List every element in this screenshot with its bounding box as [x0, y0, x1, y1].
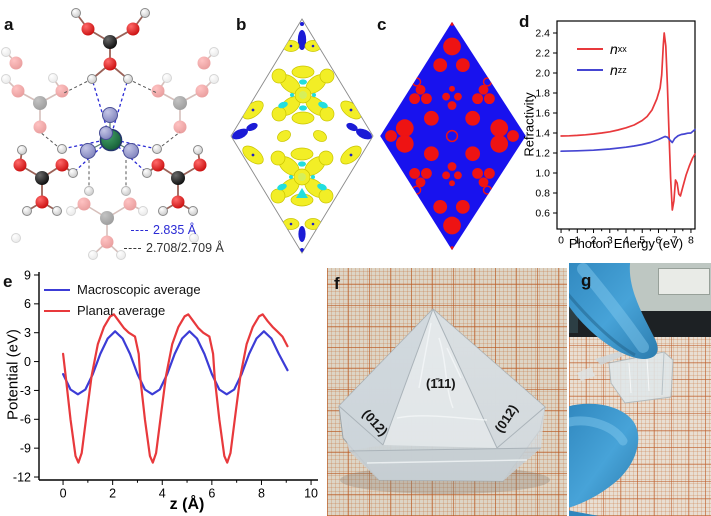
crystal-bottom-strip: [349, 448, 541, 481]
elf-mid-features: [385, 129, 519, 143]
crystal-highlights: [366, 322, 528, 464]
svg-text:6: 6: [208, 487, 215, 501]
charge-density-diamond: [230, 18, 374, 254]
svg-text:-9: -9: [20, 442, 31, 456]
glove-and-crystal-drawing: [569, 263, 674, 516]
e-x-axis-label: z (Å): [169, 496, 205, 513]
svg-text:0.6: 0.6: [535, 208, 550, 220]
d-legend: n xx n zz: [577, 38, 627, 80]
planar-line-sample: [44, 309, 70, 312]
svg-text:0.8: 0.8: [535, 188, 550, 200]
panel-c-elf-map: [376, 14, 530, 258]
svg-text:-6: -6: [20, 413, 31, 427]
face-label-111: (1̄11): [426, 376, 456, 391]
glove-palm-corner: [569, 510, 599, 516]
panel-letter-d: d: [519, 12, 530, 31]
blue-lobes: [232, 22, 372, 252]
panel-f-crystal-photo: f (1̄11) (012) (012): [327, 268, 567, 516]
svg-text:0: 0: [24, 355, 31, 369]
panel-e-potential-chart: 0 2 4 6 8 10 -12 -9 -6 -3 0 3 6 9 Potential (eV) z (Å…: [0, 258, 330, 516]
svg-text:1.8: 1.8: [535, 88, 550, 100]
refractivity-plot: 0 1 2 3 4 5 6 7 8 0.6 0.8 1.0 1.2 1.4 1.6 1.8 2.0 2.2 2.4: [535, 20, 696, 247]
isosurface-cluster-upper: [271, 65, 335, 125]
svg-text:2.4: 2.4: [535, 28, 550, 40]
svg-text:2: 2: [109, 487, 116, 501]
panel-g-glove-photo: g: [569, 263, 711, 516]
d-legend-nzz: n zz: [577, 59, 627, 80]
panel-letter-g: g: [581, 271, 592, 290]
svg-text:1.0: 1.0: [535, 168, 550, 180]
svg-text:5: 5: [639, 235, 645, 247]
svg-text:2.0: 2.0: [535, 68, 550, 80]
svg-text:8: 8: [258, 487, 265, 501]
svg-text:1.2: 1.2: [535, 148, 550, 160]
crystal-right-facet: [433, 309, 545, 448]
potential-plot: 0 2 4 6 8 10 -12 -9 -6 -3 0 3 6 9: [13, 268, 318, 501]
bond-distance-legend-gray: 2.708/2.709 Å: [124, 241, 224, 255]
e-legend-planar: Planar average: [44, 300, 201, 321]
elf-red-basins: [395, 21, 509, 137]
svg-text:6: 6: [24, 297, 31, 311]
svg-text:8: 8: [688, 235, 694, 247]
svg-text:7: 7: [672, 235, 678, 247]
panel-letter-a: a: [4, 15, 14, 34]
panel-letter-f: f: [334, 274, 340, 293]
atoms: [13, 8, 207, 216]
blue-dash-sample: [131, 229, 148, 231]
svg-text:2: 2: [591, 235, 597, 247]
glove-thumb: [569, 403, 639, 508]
crystal-center-facet: [383, 309, 497, 448]
elf-diamond: [380, 21, 526, 251]
svg-text:4: 4: [159, 487, 166, 501]
svg-text:6: 6: [656, 235, 662, 247]
panel-b-charge-density: [228, 10, 378, 256]
nxx-line-sample: [577, 47, 603, 50]
faded-molecules: [1, 47, 219, 260]
crystal-drawing: [338, 308, 550, 494]
panel-letter-b: b: [236, 15, 247, 34]
svg-text:4: 4: [623, 235, 629, 247]
bond-distance-legend-blue: 2.835 Å: [131, 223, 196, 237]
d-legend-nxx: n xx: [577, 38, 627, 59]
d-y-axis-label: Refractivity: [521, 92, 537, 157]
svg-text:0: 0: [60, 487, 67, 501]
svg-text:-3: -3: [20, 384, 31, 398]
svg-text:9: 9: [24, 268, 31, 282]
svg-text:3: 3: [24, 326, 31, 340]
panel-letter-c: c: [377, 15, 387, 34]
crystal-slab: [577, 351, 674, 404]
macroscopic-line-sample: [44, 288, 70, 291]
svg-text:1.6: 1.6: [535, 108, 550, 120]
e-legend: Macroscopic average Planar average: [44, 279, 201, 321]
finger-shadow-edge: [569, 293, 636, 357]
svg-text:0: 0: [558, 235, 564, 247]
finger-highlight: [577, 263, 649, 353]
svg-text:10: 10: [304, 487, 318, 501]
hydrogen-bonds-gray: [39, 78, 181, 190]
isosurface-cluster-lower: [270, 147, 334, 207]
molecule-drawing: [1, 8, 219, 260]
panel-letter-e: e: [3, 272, 13, 291]
e-y-axis-label: Potential (eV): [4, 329, 22, 420]
crystal-left-facet: [339, 309, 433, 451]
facet-edges: [338, 308, 546, 452]
panel-a-structure: 2.835 Å 2.708/2.709 Å: [0, 0, 235, 260]
svg-text:2.2: 2.2: [535, 48, 550, 60]
thumb-highlight: [569, 416, 628, 446]
svg-text:1: 1: [574, 235, 580, 247]
svg-text:3: 3: [607, 235, 613, 247]
d-x-axis-label: Photon Energy (eV): [568, 236, 684, 251]
svg-text:-12: -12: [13, 470, 31, 484]
gray-dash-sample: [124, 247, 141, 249]
blue-pin-dots: [251, 44, 353, 226]
nzz-line-sample: [577, 68, 603, 71]
e-legend-macroscopic: Macroscopic average: [44, 279, 201, 300]
svg-text:1.4: 1.4: [535, 128, 550, 140]
background-machine: [658, 268, 710, 295]
panel-d-refractivity-chart: 0 1 2 3 4 5 6 7 8 0.6 0.8 1.0 1.2 1.4 1.6 1.8 2.0 2.2 2.4 …: [505, 0, 711, 260]
